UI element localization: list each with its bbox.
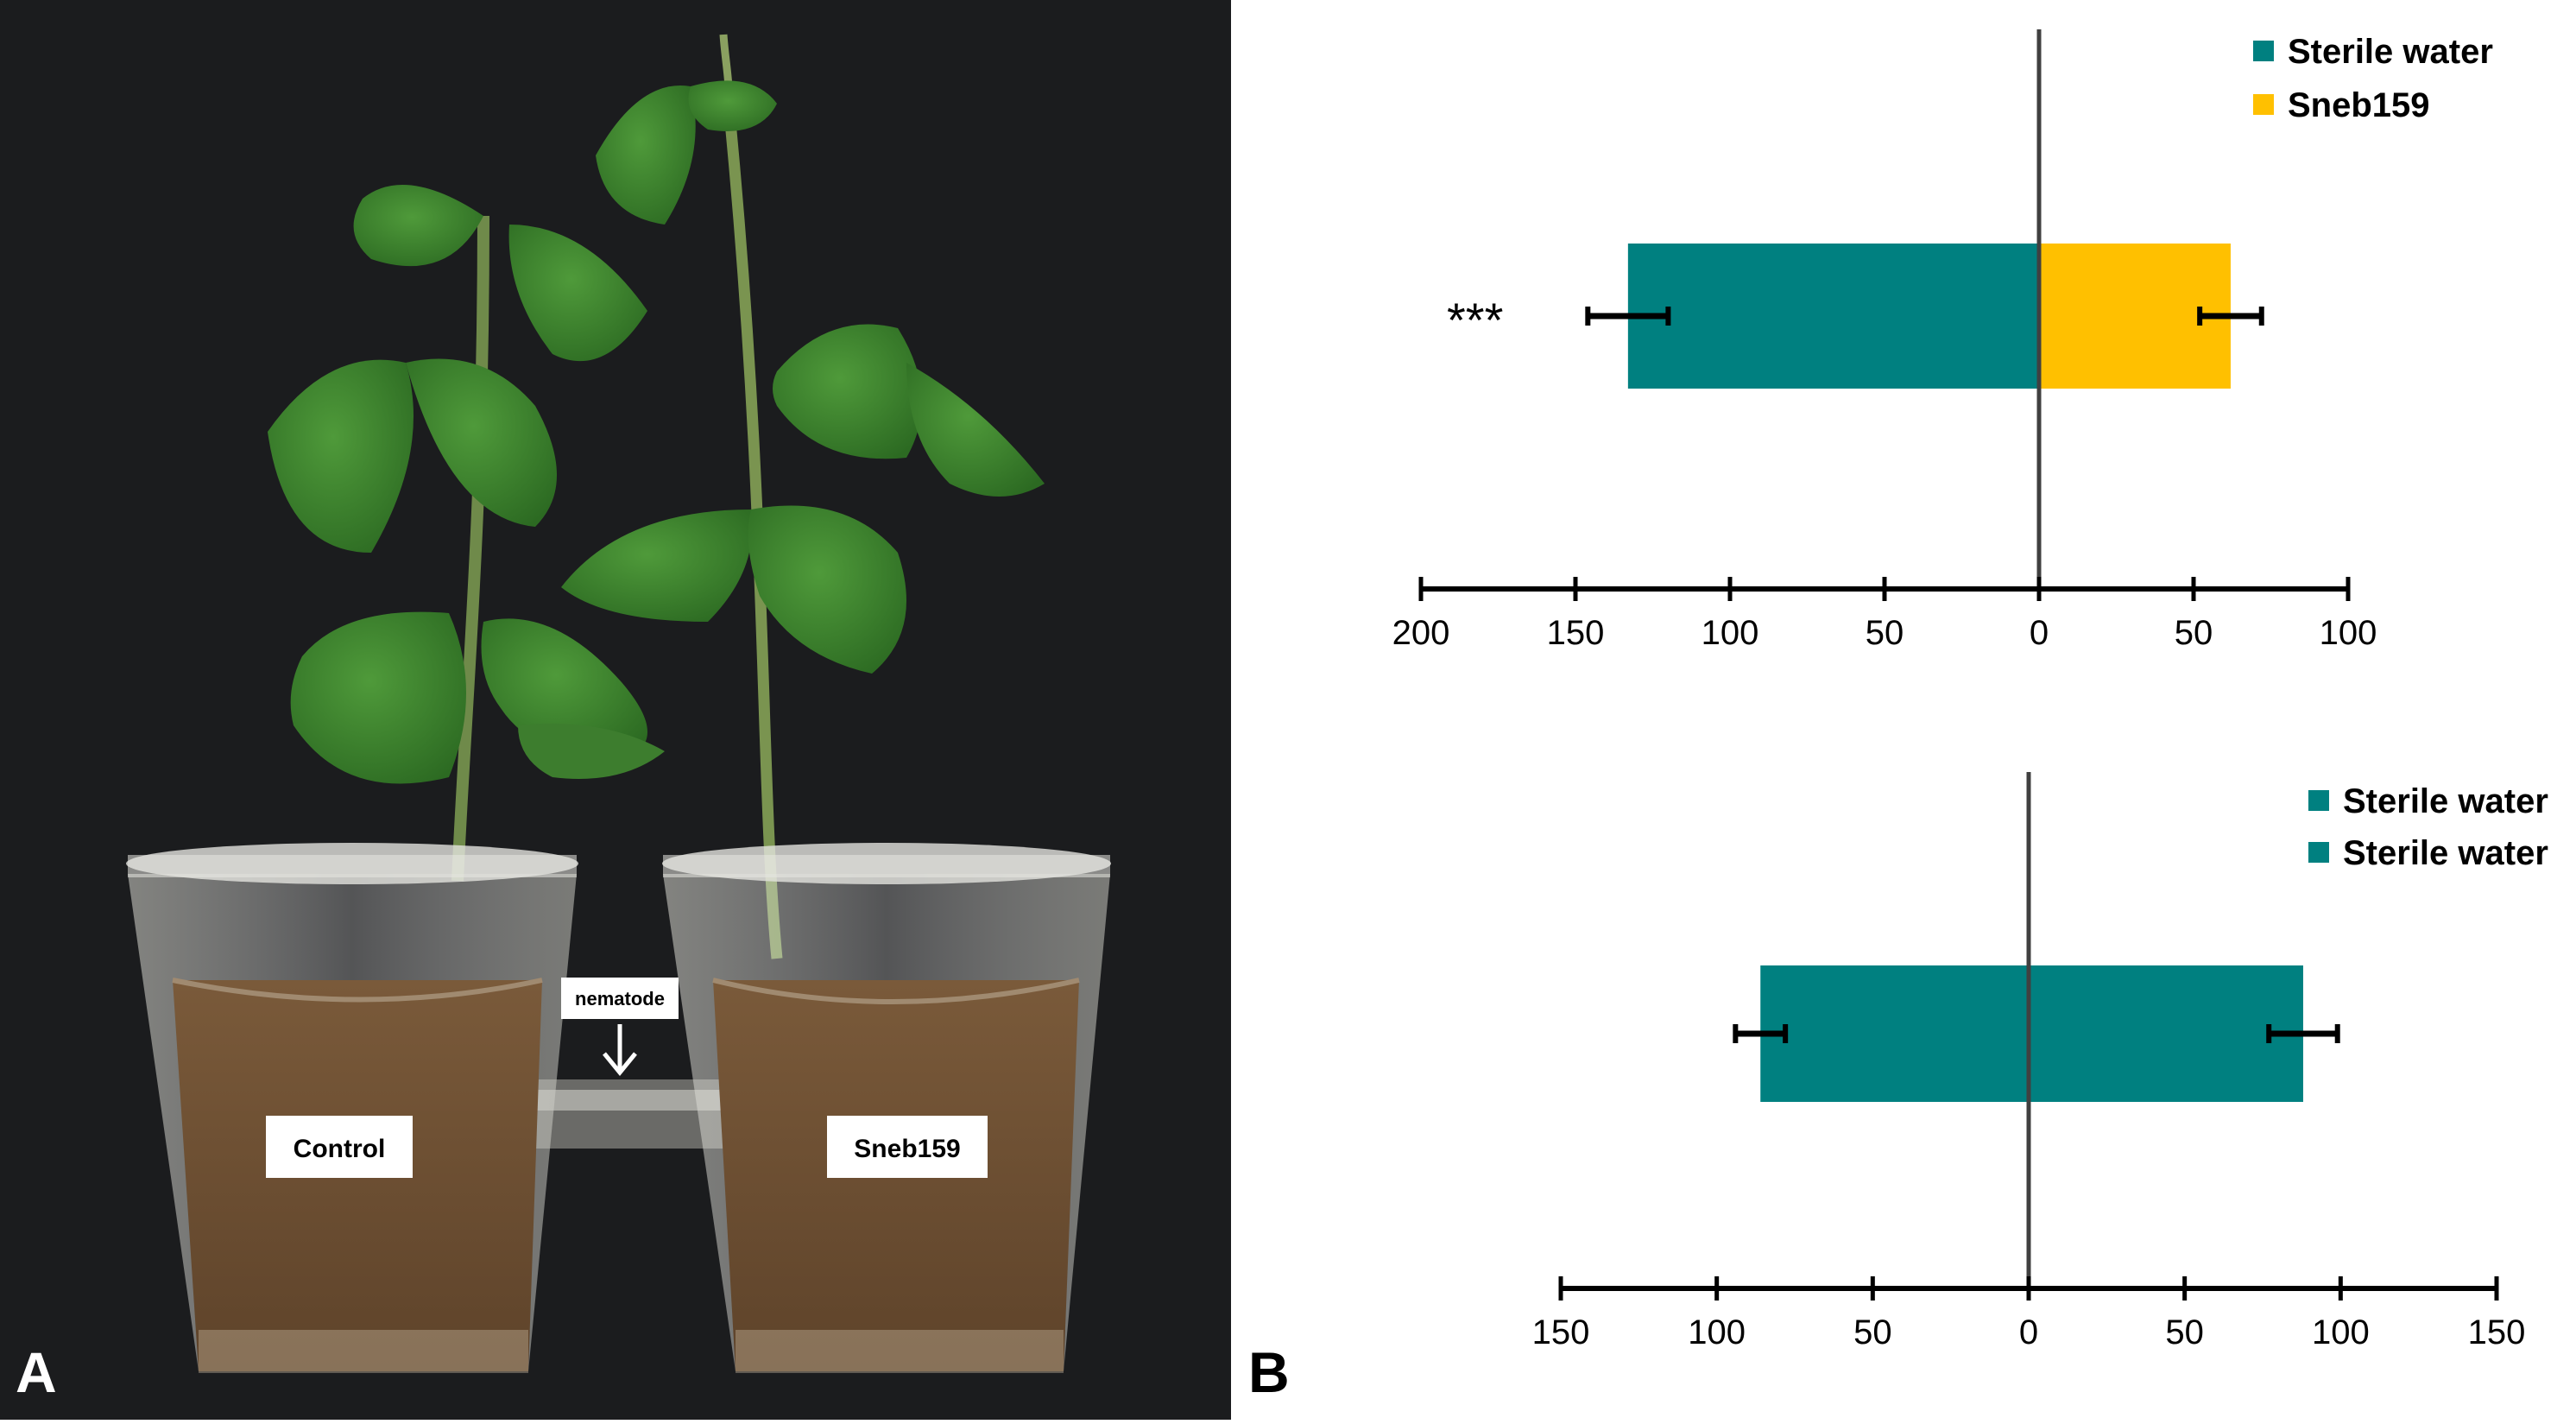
x-tick-label: 100 — [1702, 614, 1759, 652]
sneb159-label: Sneb159 — [854, 1135, 960, 1163]
sneb159-label-box — [827, 1116, 988, 1178]
nematode-label: nematode — [575, 988, 665, 1009]
control-label: Control — [294, 1135, 386, 1163]
x-tick-label: 150 — [1532, 1313, 1590, 1351]
x-tick-label: 0 — [2019, 1313, 2038, 1351]
x-tick-label: 150 — [1547, 614, 1605, 652]
panel-letter-a: A — [16, 1340, 57, 1404]
x-tick-label: 100 — [2320, 614, 2377, 652]
legend-label: Sterile water — [2343, 834, 2548, 872]
cup-right — [662, 843, 1111, 1373]
cup-left — [126, 843, 578, 1373]
x-tick-label: 50 — [2175, 614, 2213, 652]
x-tick-label: 200 — [1392, 614, 1450, 652]
chart-svg: B 200 150 100 50 0 50 100 Sterile water Sneb159 *… — [1248, 29, 2548, 1404]
x-tick-label: 0 — [2030, 614, 2049, 652]
bar-left — [1760, 965, 2029, 1102]
legend-swatch — [2253, 41, 2274, 61]
x-tick-label: 100 — [2312, 1313, 2370, 1351]
panel-letter-b: B — [1248, 1340, 1290, 1404]
x-tick-label: 150 — [2468, 1313, 2526, 1351]
chart-1: 200 150 100 50 0 50 100 Sterile water Sneb159 *** — [1392, 29, 2493, 652]
legend-swatch — [2308, 790, 2329, 811]
chart-2: 150 100 50 0 50 100 150 Sterile water Sterile wa… — [1532, 772, 2548, 1351]
control-label-box — [266, 1116, 413, 1178]
photo-panel: Control Sneb159 nematode A — [0, 0, 1231, 1420]
leaves-left — [268, 185, 665, 784]
significance-annotation: *** — [1447, 293, 1503, 347]
legend-swatch — [2308, 842, 2329, 863]
down-arrow-icon — [603, 1024, 637, 1076]
x-tick-label: 100 — [1688, 1313, 1746, 1351]
leaves-right — [561, 80, 1045, 674]
bar-right — [2029, 965, 2303, 1102]
x-tick-label: 50 — [2165, 1313, 2204, 1351]
legend-label: Sneb159 — [2288, 86, 2430, 124]
x-tick-label: 50 — [1866, 614, 1904, 652]
chart-panel: B 200 150 100 50 0 50 100 Sterile water Sneb159 *… — [1231, 0, 2576, 1420]
bar-left — [1627, 244, 2039, 389]
nematode-label-box — [561, 978, 679, 1019]
x-tick-label: 50 — [1853, 1313, 1892, 1351]
legend-swatch — [2253, 94, 2274, 115]
legend-label: Sterile water — [2288, 33, 2493, 71]
legend-label: Sterile water — [2343, 782, 2548, 820]
plant-photo: Control Sneb159 nematode A — [0, 0, 1231, 1420]
